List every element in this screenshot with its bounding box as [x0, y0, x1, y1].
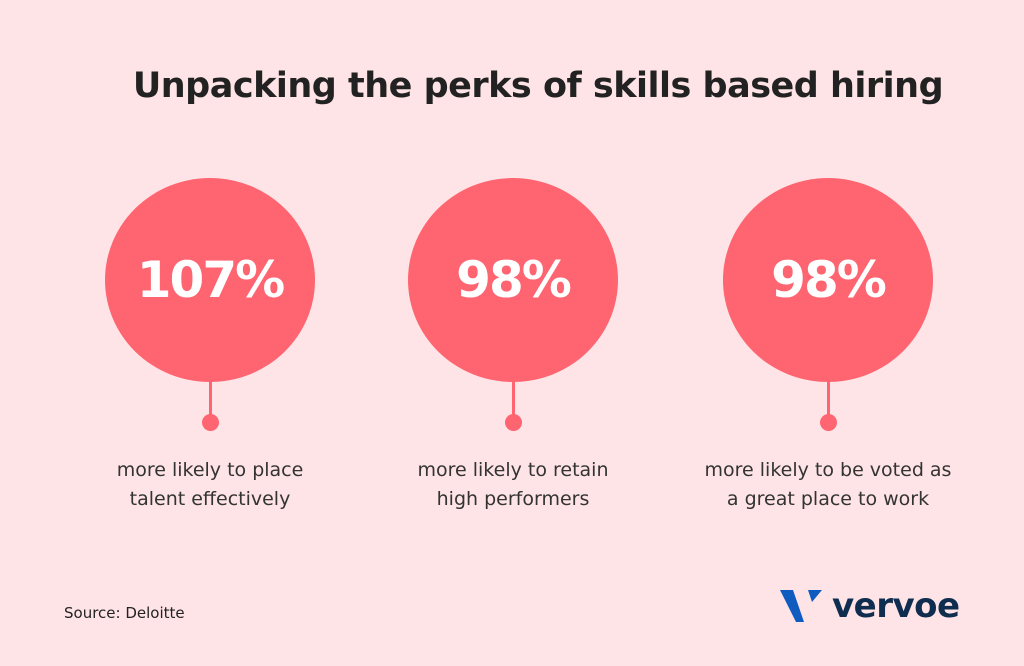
- desc-line: talent effectively: [129, 488, 291, 510]
- connector-line: [512, 381, 515, 421]
- stat-description: more likely to place talent effectively: [60, 456, 360, 514]
- connector-line: [209, 381, 212, 421]
- connector-line: [827, 381, 830, 421]
- desc-line: a great place to work: [726, 488, 930, 510]
- connector-dot: [505, 414, 522, 431]
- desc-line: more likely to be voted as: [704, 459, 952, 481]
- desc-line: high performers: [436, 488, 590, 510]
- desc-line: more likely to retain: [417, 459, 609, 481]
- stat-circle: 107%: [105, 178, 315, 382]
- stat-description: more likely to be voted as a great place …: [678, 456, 978, 514]
- stat-value: 107%: [136, 251, 285, 309]
- logo-wordmark: vervoe: [832, 586, 960, 626]
- connector-dot: [820, 414, 837, 431]
- stat-circle: 98%: [723, 178, 933, 382]
- stat-value: 98%: [771, 251, 887, 309]
- desc-line: more likely to place: [116, 459, 304, 481]
- stat-circle: 98%: [408, 178, 618, 382]
- source-note: Source: Deloitte: [64, 604, 185, 622]
- page-title: Unpacking the perks of skills based hiri…: [132, 66, 944, 106]
- stat-description: more likely to retain high performers: [363, 456, 663, 514]
- connector-dot: [202, 414, 219, 431]
- vervoe-v-logo-icon: [780, 590, 822, 622]
- stat-value: 98%: [456, 251, 572, 309]
- vervoe-logo: vervoe: [780, 588, 960, 624]
